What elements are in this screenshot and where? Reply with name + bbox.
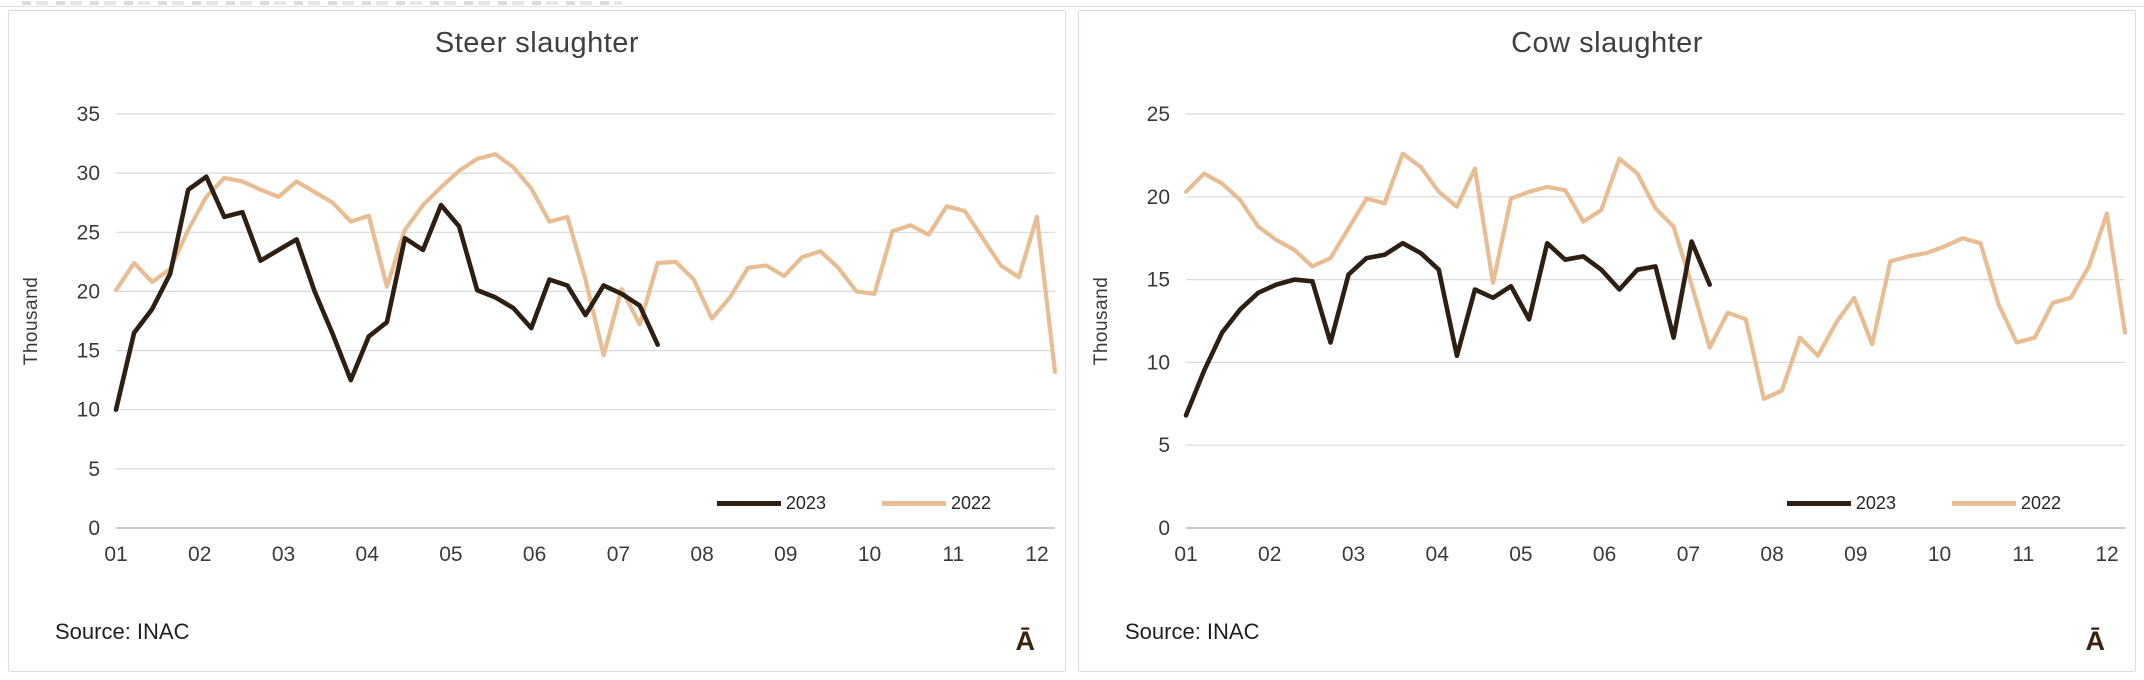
- y-tick-label: 15: [1147, 269, 1170, 292]
- x-tick-label: 01: [104, 543, 127, 566]
- y-tick-label: 20: [77, 280, 100, 303]
- x-tick-label: 05: [1509, 543, 1532, 566]
- x-tick-label: 12: [1025, 543, 1048, 566]
- legend-swatch-2023: [1786, 501, 1851, 506]
- y-tick-label: 20: [1147, 186, 1170, 209]
- chart-legend: 2023 2022: [716, 493, 991, 514]
- brand-logo-a-macron: Ā: [2085, 626, 2106, 656]
- y-tick-label: 5: [1158, 434, 1170, 457]
- series-line-2023: [113, 174, 661, 413]
- steer-chart-panel: Steer slaughter 0 5 10 15 20 25 30 35 Thousand 01…: [8, 10, 1066, 672]
- legend-label: 2023: [785, 493, 826, 513]
- x-tick-label: 06: [523, 543, 546, 566]
- legend-item-2022: 2022: [881, 493, 991, 514]
- legend-swatch-2022: [881, 501, 946, 506]
- y-tick-label: 10: [1147, 351, 1170, 374]
- x-tick-label: 04: [356, 543, 380, 566]
- x-tick-label: 09: [1844, 543, 1867, 566]
- y-tick-label: 25: [77, 221, 100, 244]
- x-tick-label: 07: [607, 543, 630, 566]
- legend-swatch-2023: [716, 501, 781, 506]
- y-axis-title: Thousand: [21, 277, 42, 366]
- x-tick-label: 10: [1928, 543, 1951, 566]
- cow-chart-panel: Cow slaughter 0 5 10 15 20 25 Thousand 01 02 03 04…: [1078, 10, 2136, 672]
- legend-item-2023: 2023: [716, 493, 826, 514]
- x-tick-label: 05: [439, 543, 462, 566]
- legend-swatch-2022: [1951, 501, 2016, 506]
- y-tick-label: 5: [88, 458, 100, 481]
- x-tick-label: 08: [1760, 543, 1783, 566]
- y-tick-label: 35: [77, 103, 100, 126]
- x-tick-label: 11: [942, 543, 964, 566]
- series-line-2022: [113, 152, 1058, 374]
- chart-title: Steer slaughter: [434, 27, 640, 59]
- legend-item-2022: 2022: [1951, 493, 2061, 514]
- top-hairline: [0, 6, 2144, 7]
- legend-label: 2022: [950, 493, 991, 513]
- y-tick-label: 25: [1147, 103, 1170, 126]
- y-tick-label: 0: [88, 517, 100, 540]
- brand-logo-a-macron: Ā: [1015, 626, 1036, 656]
- legend-label: 2023: [1855, 493, 1896, 513]
- x-tick-label: 02: [188, 543, 211, 566]
- legend-item-2023: 2023: [1786, 493, 1896, 514]
- x-tick-label: 01: [1174, 543, 1197, 566]
- x-tick-label: 08: [690, 543, 713, 566]
- series-line-2022: [1183, 151, 2128, 401]
- y-tick-label: 10: [77, 399, 100, 422]
- chart-title: Cow slaughter: [1511, 27, 1703, 59]
- x-tick-label: 10: [858, 543, 881, 566]
- x-tick-label: 02: [1258, 543, 1281, 566]
- legend-label: 2022: [2020, 493, 2061, 513]
- source-note: Source: INAC: [1125, 619, 1260, 644]
- series-line-2023: [1183, 239, 1713, 418]
- x-tick-label: 04: [1426, 543, 1450, 566]
- x-tick-label: 11: [2012, 543, 2034, 566]
- x-tick-label: 07: [1677, 543, 1700, 566]
- y-tick-label: 30: [77, 162, 100, 185]
- x-tick-label: 12: [2095, 543, 2118, 566]
- y-axis-title: Thousand: [1091, 277, 1112, 366]
- x-tick-label: 03: [272, 543, 295, 566]
- y-tick-label: 0: [1158, 517, 1170, 540]
- chart-legend: 2023 2022: [1786, 493, 2061, 514]
- x-tick-label: 06: [1593, 543, 1616, 566]
- source-note: Source: INAC: [55, 619, 190, 644]
- y-tick-label: 15: [77, 340, 100, 363]
- x-tick-label: 09: [774, 543, 797, 566]
- x-tick-label: 03: [1342, 543, 1365, 566]
- cropped-text-artifact: [22, 1, 622, 5]
